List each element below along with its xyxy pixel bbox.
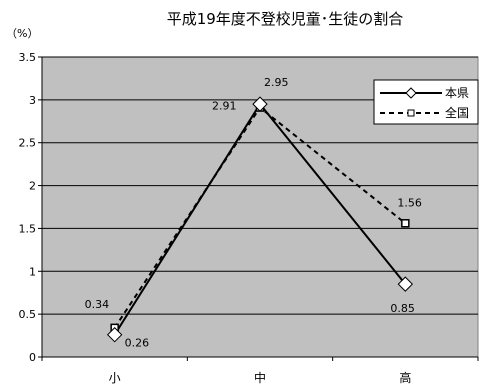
y-tick-label: 3.5 xyxy=(19,51,37,64)
data-label-1: 1.56 xyxy=(397,196,422,209)
legend-box xyxy=(373,79,479,125)
y-tick-label: 0 xyxy=(29,351,36,364)
legend-label-zenkoku: 全国 xyxy=(445,105,469,120)
y-tick-label: 3 xyxy=(29,94,36,107)
y-tick-label: 0.5 xyxy=(19,308,37,321)
x-tick-label: 高 xyxy=(399,370,411,385)
legend-label-honken: 本県 xyxy=(445,86,469,100)
y-tick-label: 1.5 xyxy=(19,222,37,235)
legend-marker-zenkoku xyxy=(407,109,415,117)
y-axis: 0 0.5 1 1.5 2 2.5 3 3.5 xyxy=(19,51,43,364)
y-tick-label: 2 xyxy=(29,180,36,193)
series-layer xyxy=(106,96,414,343)
data-point-1 xyxy=(401,219,410,228)
data-label-0: 0.26 xyxy=(125,337,149,350)
data-point-0 xyxy=(397,276,414,292)
data-point-0 xyxy=(252,96,268,112)
data-point-0 xyxy=(106,327,123,343)
y-tick-label: 1 xyxy=(29,265,36,278)
data-label-1: 2.91 xyxy=(212,100,237,113)
y-unit-label: （%） xyxy=(6,27,38,40)
data-label-0: 0.85 xyxy=(390,302,415,315)
data-labels: 0.26 2.95 0.85 0.34 2.91 1.56 xyxy=(85,76,422,350)
data-label-0: 2.95 xyxy=(264,76,289,89)
data-label-1: 0.34 xyxy=(85,298,110,311)
chart-title: 平成19年度不登校児童･生徒の割合 xyxy=(167,10,404,28)
legend: 本県 全国 xyxy=(373,79,479,125)
x-tick-label: 中 xyxy=(254,370,266,385)
legend-marker-honken xyxy=(405,87,417,99)
y-tick-label: 2.5 xyxy=(19,137,37,150)
x-tick-label: 小 xyxy=(109,371,121,385)
x-axis: 小中高 xyxy=(41,356,479,385)
